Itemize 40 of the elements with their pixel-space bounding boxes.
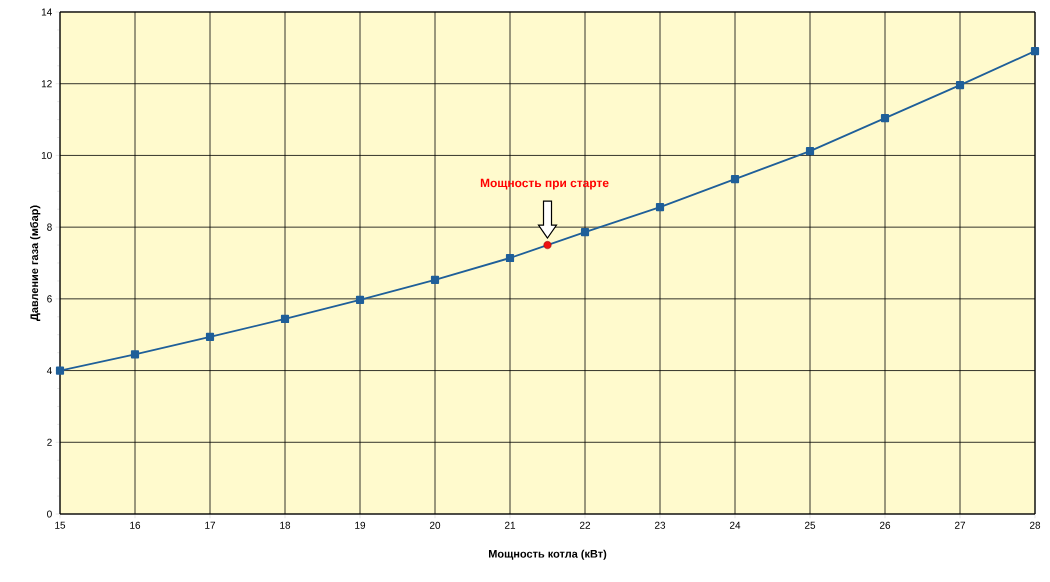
x-tick-label: 16 bbox=[130, 521, 141, 529]
point bbox=[430, 275, 440, 284]
point bbox=[880, 114, 890, 123]
y-axis-title: Давление газа (мбар) bbox=[30, 205, 41, 321]
x-tick-label: 21 bbox=[504, 521, 516, 529]
point bbox=[580, 228, 590, 237]
point bbox=[280, 314, 290, 324]
y-tick-label: 0 bbox=[47, 510, 52, 518]
point bbox=[543, 241, 552, 250]
point bbox=[805, 147, 815, 156]
point bbox=[955, 81, 965, 90]
point bbox=[730, 175, 740, 184]
y-tick-label: 14 bbox=[41, 8, 52, 16]
x-tick-label: 15 bbox=[55, 521, 66, 529]
point bbox=[205, 332, 215, 341]
x-tick-label: 18 bbox=[280, 521, 291, 529]
x-tick-label: 23 bbox=[654, 521, 666, 529]
x-tick-label: 28 bbox=[1029, 521, 1041, 529]
point bbox=[55, 366, 65, 375]
x-axis-title: Мощность котла (кВт) bbox=[489, 549, 607, 560]
x-tick-label: 19 bbox=[355, 521, 366, 529]
x-tick-label: 24 bbox=[729, 521, 741, 529]
x-tick-label: 20 bbox=[429, 521, 441, 529]
point bbox=[355, 295, 365, 305]
y-tick-label: 8 bbox=[47, 223, 52, 231]
y-tick-label: 10 bbox=[41, 151, 52, 159]
y-tick-label: 6 bbox=[47, 295, 52, 303]
point bbox=[655, 202, 665, 212]
x-tick-label: 27 bbox=[954, 521, 966, 529]
x-tick-label: 26 bbox=[879, 521, 891, 529]
x-tick-label: 25 bbox=[804, 521, 816, 529]
annotation: Мощность при старте bbox=[480, 178, 609, 190]
point bbox=[130, 350, 140, 359]
x-tick-label: 17 bbox=[205, 521, 216, 529]
point bbox=[505, 253, 515, 263]
y-tick-label: 4 bbox=[46, 367, 52, 374]
x-tick-label: 22 bbox=[579, 521, 591, 529]
y-tick-label: 12 bbox=[41, 80, 52, 88]
y-tick-label: 2 bbox=[47, 438, 52, 446]
point bbox=[1030, 46, 1040, 56]
